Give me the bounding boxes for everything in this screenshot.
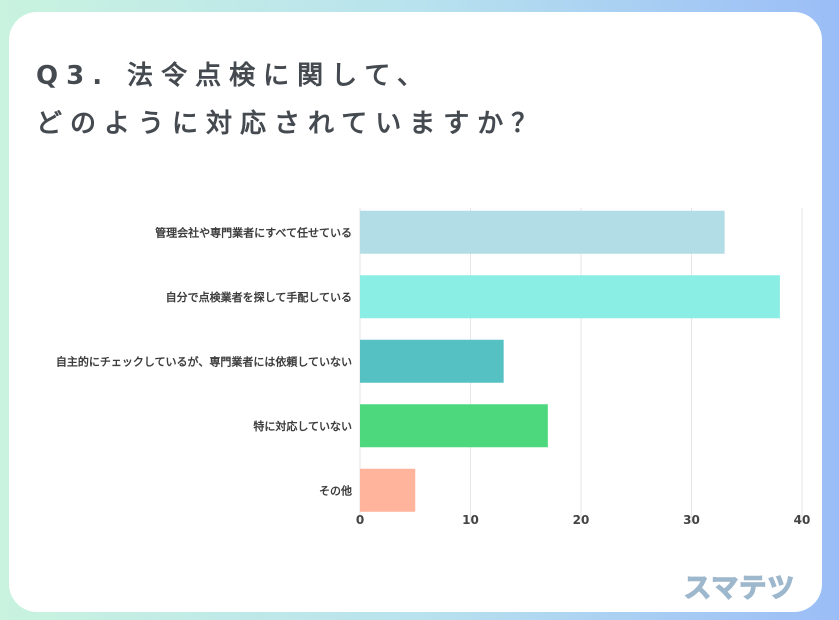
tick-label-4: 40 [794, 513, 811, 527]
category-label-0: 管理会社や専門業者にすべて任せている [155, 225, 352, 239]
tick-label-3: 30 [683, 513, 700, 527]
brand-logo: スマテツ [683, 572, 796, 605]
bar-3 [360, 404, 548, 448]
category-label-2: 自主的にチェックしているが、専門業者には依頼していない [56, 354, 352, 368]
title-line-2: どのように対応されていますか？ [36, 109, 546, 139]
category-label-3: 特に対応していない [253, 419, 352, 433]
bar-4 [360, 468, 416, 512]
bar-0 [360, 210, 725, 254]
category-label-1: 自分で点検業者を探して手配している [166, 290, 352, 304]
tick-label-0: 0 [356, 513, 364, 527]
page-title: Q3. 法令点検に関して、 どのように対応されていますか？ [36, 52, 545, 148]
category-label-4: その他 [319, 483, 352, 497]
title-line-1: Q3. 法令点検に関して、 [36, 61, 432, 91]
tick-label-1: 10 [462, 513, 479, 527]
tick-label-2: 20 [573, 513, 590, 527]
bar-1 [360, 275, 780, 319]
bar-2 [360, 339, 504, 383]
